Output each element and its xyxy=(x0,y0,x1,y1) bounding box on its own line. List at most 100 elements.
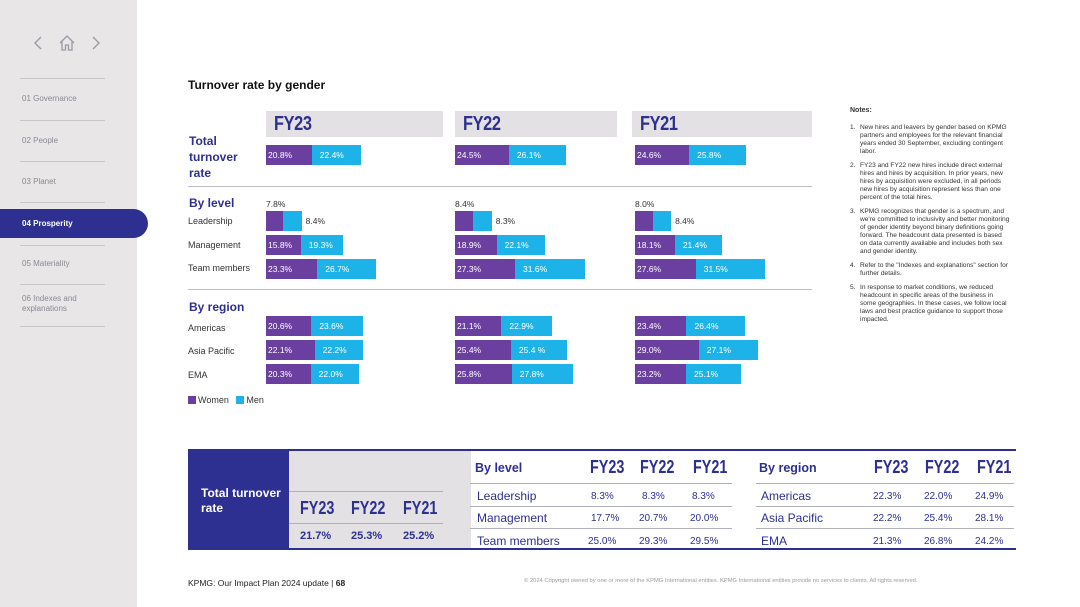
women-value-label: 20.3% xyxy=(268,369,293,379)
bar-row xyxy=(455,211,492,231)
level-row-label: Leadership xyxy=(477,489,537,503)
year-header: FY23 xyxy=(590,457,625,477)
women-bar xyxy=(455,235,497,255)
women-value-label: 23.2% xyxy=(637,369,662,379)
region-value: 22.0% xyxy=(924,491,953,502)
year-header: FY22 xyxy=(455,111,617,137)
region-value: 24.9% xyxy=(975,491,1004,502)
men-value-label: 26.1% xyxy=(516,150,541,160)
divider xyxy=(20,202,105,203)
divider xyxy=(289,491,443,492)
bar-row: 24.5% 26.1% xyxy=(455,145,567,165)
bar-row: 25.8% 27.8% xyxy=(455,364,573,384)
divider xyxy=(470,483,732,484)
women-bar xyxy=(266,259,318,279)
year-header: FY23 xyxy=(266,111,443,137)
divider xyxy=(289,523,443,524)
home-icon[interactable] xyxy=(57,33,77,53)
men-bar xyxy=(511,364,573,384)
region-row-label: Asia Pacific xyxy=(761,511,824,525)
women-value-label: 23.3% xyxy=(268,264,293,274)
row-label: Americas xyxy=(188,323,226,333)
men-bar xyxy=(652,211,672,231)
by-level-heading: By level xyxy=(475,461,523,475)
men-bar xyxy=(695,259,766,279)
men-bar xyxy=(501,316,552,336)
bar-row: 25.4% 25.4 % xyxy=(455,340,567,360)
women-bar xyxy=(635,316,687,336)
bar-row: 29.0% 27.1% xyxy=(635,340,759,360)
women-value-label: 22.1% xyxy=(268,345,293,355)
note-item: 5. In response to market conditions, we r… xyxy=(850,284,1007,323)
divider xyxy=(470,528,732,529)
page-number: 68 xyxy=(335,578,346,588)
women-value-label: 23.4% xyxy=(637,321,662,331)
level-value: 17.7% xyxy=(591,513,620,524)
sidebar-item-governance[interactable]: 01 Governance xyxy=(22,94,77,103)
divider xyxy=(756,528,1014,529)
women-bar xyxy=(635,211,653,231)
bar-row: 21.1% 22.9% xyxy=(455,316,552,336)
bar-row: 15.8% 19.3% xyxy=(266,235,344,255)
note-item: 4. Refer to the "Indexes and explanations… xyxy=(850,262,1009,277)
divider xyxy=(470,506,732,507)
men-value-label: 19.3% xyxy=(308,240,333,250)
legend-item-women: Women xyxy=(188,395,229,405)
divider xyxy=(188,186,812,187)
sidebar-item-prosperity[interactable]: 04 Prosperity xyxy=(0,209,148,238)
bar-row: 24.6% 25.8% xyxy=(635,145,746,165)
women-value-label: 21.1% xyxy=(457,321,482,331)
divider xyxy=(20,120,105,121)
women-bar xyxy=(455,145,509,165)
women-bar xyxy=(455,364,512,384)
men-value-label: 21.4% xyxy=(682,240,707,250)
copyright: © 2024 Copyright owned by one or more of… xyxy=(524,578,918,584)
chevron-left-icon[interactable] xyxy=(29,33,49,53)
year-header: FY22 xyxy=(925,457,960,477)
summary-total-cell: FY23 FY22 FY21 21.7% 25.3% 25.2% xyxy=(289,451,471,548)
year-header: FY21 xyxy=(632,111,812,137)
region-value: 21.3% xyxy=(873,536,902,547)
women-value-label: 8.4% xyxy=(455,199,475,209)
total-value: 21.7% xyxy=(300,530,332,542)
level-row-label: Team members xyxy=(477,534,560,548)
row-label: Leadership xyxy=(188,216,233,226)
sidebar-item-materiality[interactable]: 05 Materiality xyxy=(22,259,70,268)
men-bar xyxy=(317,259,376,279)
men-value-label: 22.9% xyxy=(509,321,534,331)
chevron-right-icon[interactable] xyxy=(85,33,105,53)
men-value-label: 23.6% xyxy=(319,321,344,331)
sidebar: 01 Governance 02 People 03 Planet 04 Pro… xyxy=(0,0,148,607)
sidebar-item-people[interactable]: 02 People xyxy=(22,136,59,145)
bar-row: 23.4% 26.4% xyxy=(635,316,745,336)
women-bar xyxy=(266,364,311,384)
year-header: FY22 xyxy=(351,498,386,518)
sidebar-item-planet[interactable]: 03 Planet xyxy=(22,177,56,186)
level-value: 8.3% xyxy=(642,491,665,502)
summary-table: Total turnover rate FY23 FY22 FY21 21.7%… xyxy=(188,449,1016,550)
level-row-label: Management xyxy=(477,511,548,525)
bar-row xyxy=(635,211,672,231)
bar-row: 20.6% 23.6% xyxy=(266,316,364,336)
men-value-label: 8.4% xyxy=(675,216,695,226)
women-value-label: 18.9% xyxy=(457,240,482,250)
women-bar xyxy=(455,211,474,231)
region-row-label: Americas xyxy=(761,489,812,503)
men-bar xyxy=(473,211,492,231)
section-region-label: By region xyxy=(189,300,245,314)
divider xyxy=(756,483,1014,484)
region-value: 22.2% xyxy=(873,513,902,524)
by-region-heading: By region xyxy=(759,461,817,475)
row-label: Team members xyxy=(188,263,251,273)
note-item: 1. New hires and leavers by gender based … xyxy=(850,124,1007,155)
men-value-label: 25.1% xyxy=(694,369,719,379)
women-bar xyxy=(266,340,315,360)
region-value: 28.1% xyxy=(975,513,1004,524)
men-value-label: 22.0% xyxy=(318,369,343,379)
men-value-label: 26.4% xyxy=(694,321,719,331)
total-value: 25.2% xyxy=(403,530,435,542)
sidebar-item-indexes[interactable]: 06 Indexes and explanations xyxy=(22,294,77,313)
men-bar xyxy=(510,340,567,360)
region-row-label: EMA xyxy=(761,534,788,548)
women-bar xyxy=(266,145,312,165)
